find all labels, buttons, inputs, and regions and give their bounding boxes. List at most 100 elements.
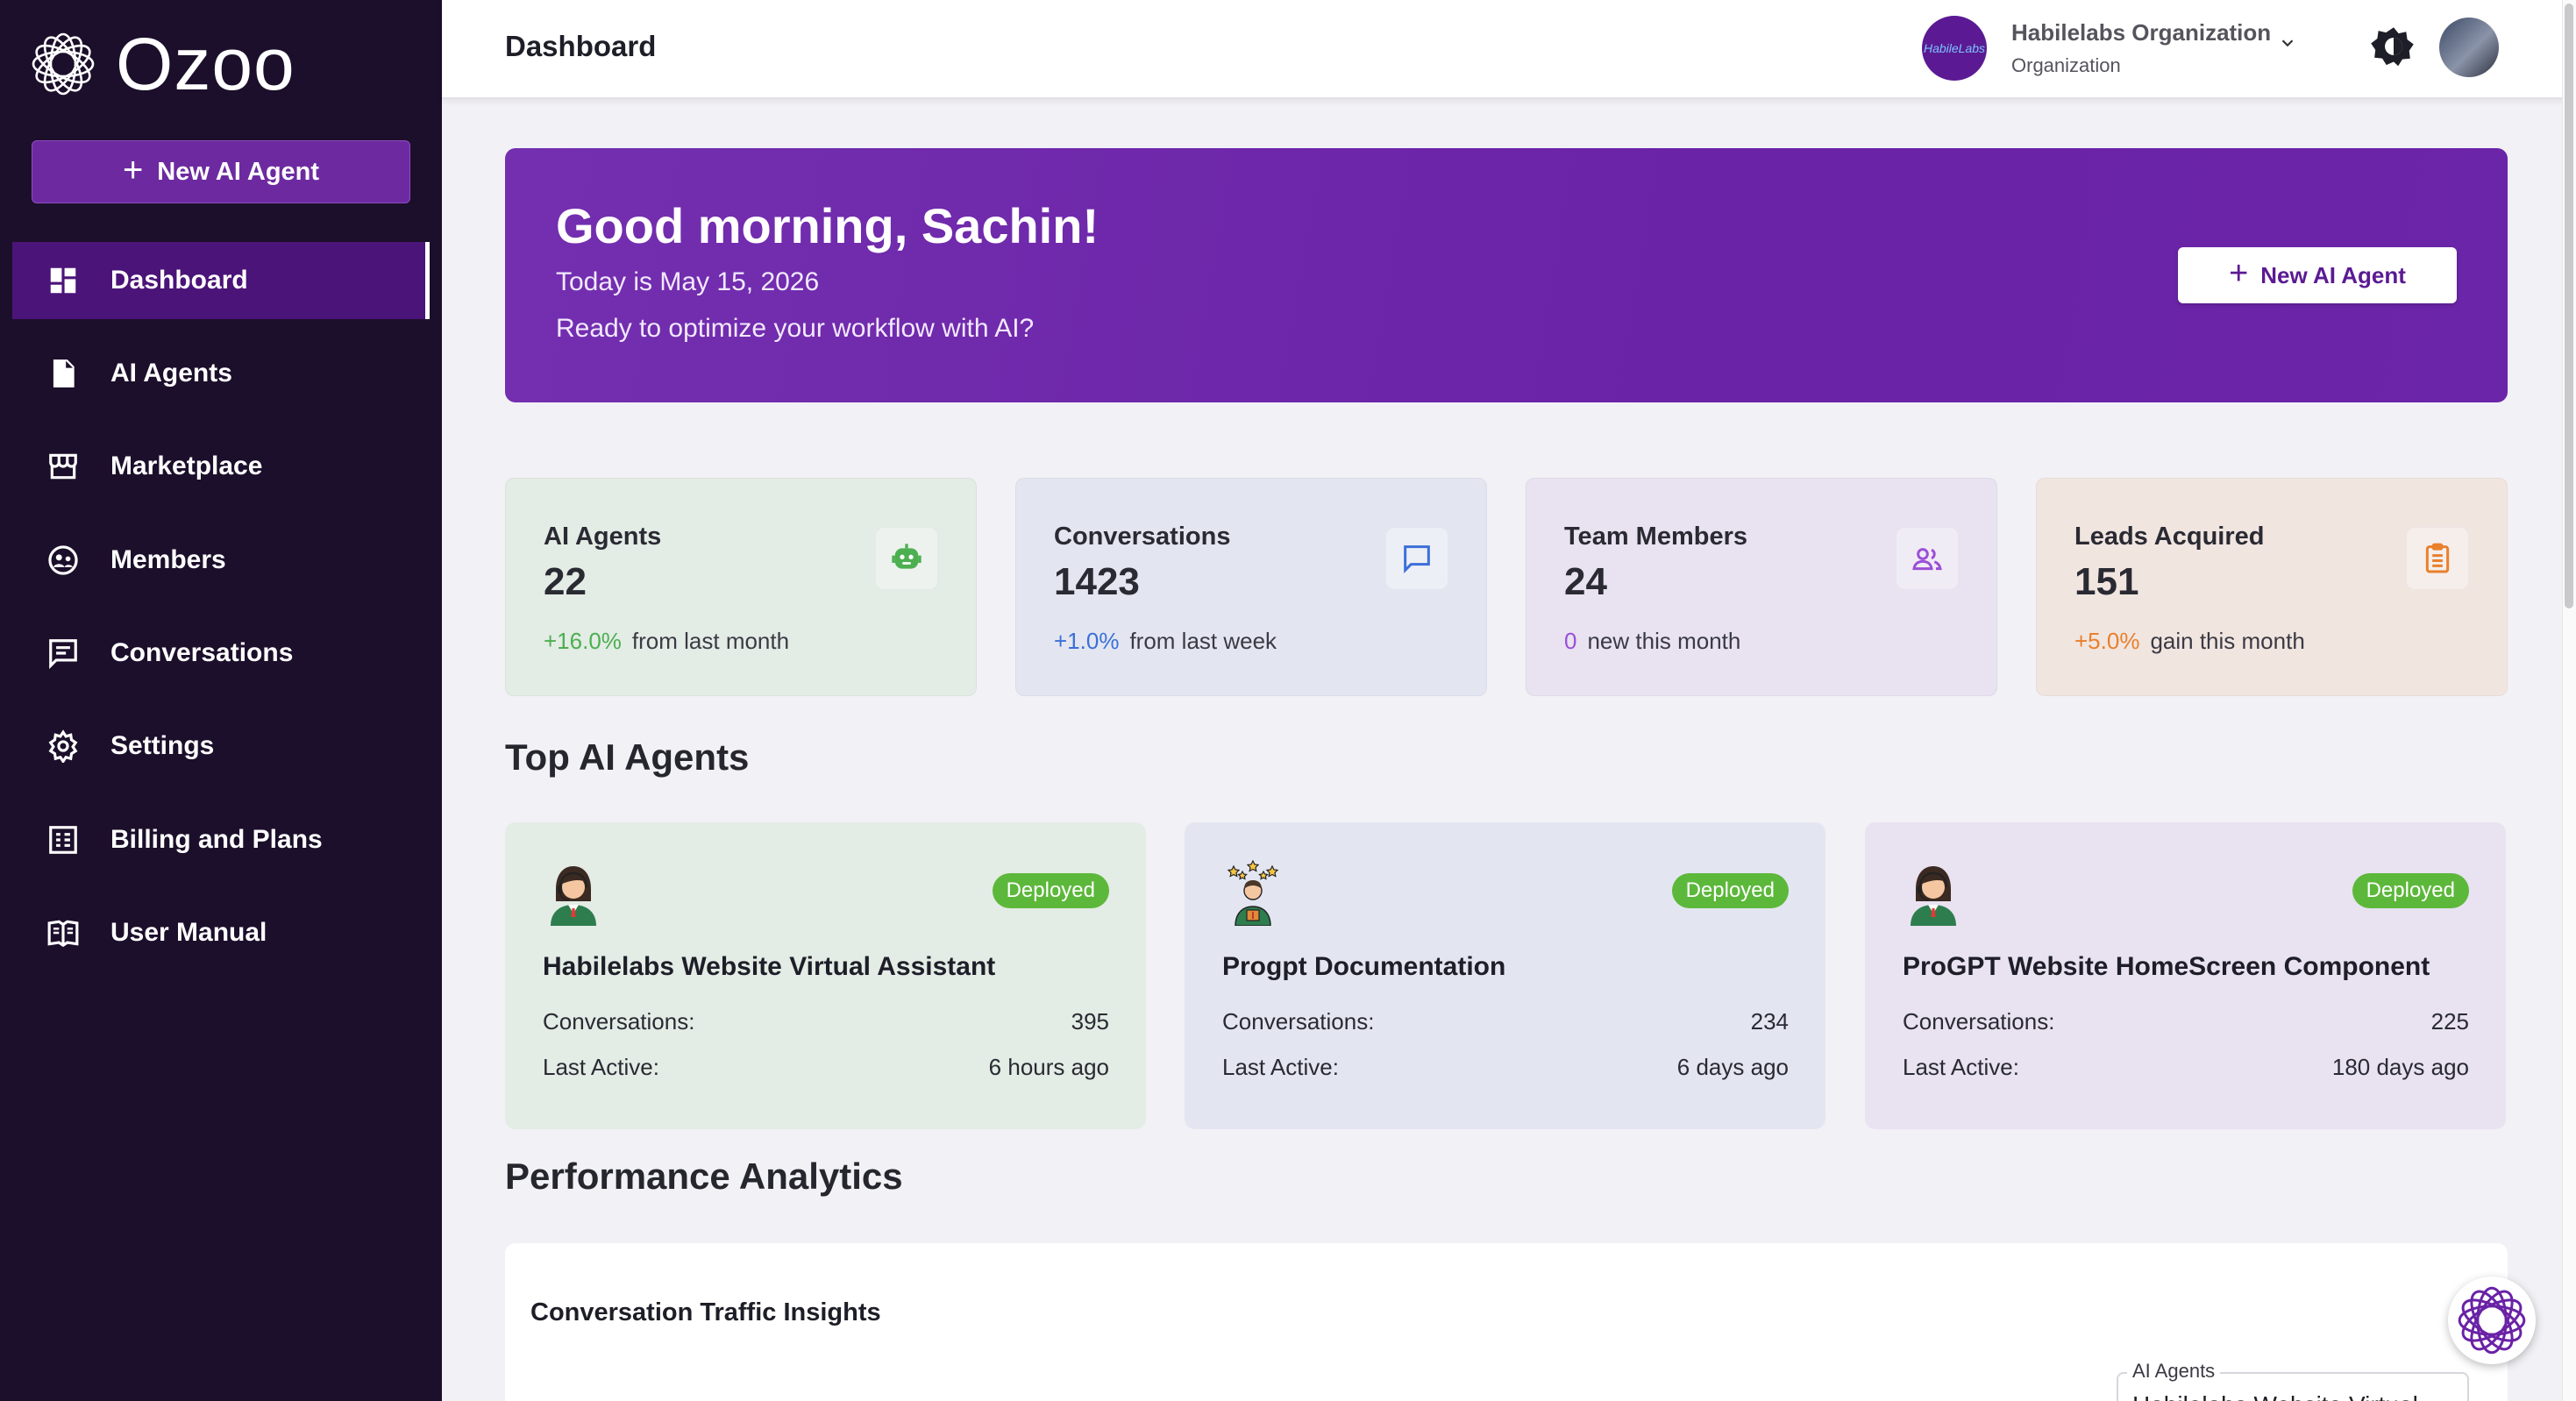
agent-card[interactable]: Deployed Progpt Documentation Conversati… [1185, 822, 1825, 1129]
billing-icon [46, 822, 81, 857]
agent-card[interactable]: Deployed Habilelabs Website Virtual Assi… [505, 822, 1146, 1129]
woman-headset-icon [551, 866, 596, 926]
sidebar-item-ai-agents[interactable]: AI Agents [12, 335, 430, 412]
user-avatar[interactable] [2439, 18, 2499, 77]
robot-icon [875, 527, 938, 590]
agent-name: Progpt Documentation [1222, 952, 1506, 981]
stat-card-conversations[interactable]: Conversations 1423 +1.0% from last week [1015, 478, 1487, 696]
stat-value: 151 [2074, 560, 2139, 603]
members-icon [46, 543, 81, 578]
sidebar-new-agent-label: New AI Agent [157, 157, 320, 186]
stat-note: new this month [1587, 628, 1741, 654]
agent-conversations-row: Conversations: 395 [543, 1008, 1109, 1035]
analytics-panel: Conversation Traffic Insights AI Agents … [505, 1243, 2508, 1401]
clipboard-icon [2406, 527, 2469, 590]
stat-change: +16.0% [544, 628, 622, 654]
stat-footer: +16.0% from last month [544, 628, 789, 655]
agent-select[interactable]: AI Agents Habilelabs Website Virtual Ass… [2117, 1360, 2469, 1401]
chart-title: Conversation Traffic Insights [530, 1298, 881, 1326]
store-icon [46, 449, 81, 484]
stat-card-ai-agents[interactable]: AI Agents 22 +16.0% from last month [505, 478, 977, 696]
stat-change: +1.0% [1054, 628, 1120, 654]
performance-heading: Performance Analytics [505, 1156, 903, 1197]
greeting: Good morning, Sachin! [556, 198, 1099, 253]
theme-toggle-icon[interactable] [2371, 25, 2416, 70]
sidebar-item-conversations[interactable]: Conversations [12, 615, 430, 692]
stat-label: AI Agents [544, 523, 662, 551]
app-logo[interactable]: Ozoo [28, 25, 295, 103]
stat-value: 22 [544, 560, 587, 603]
stat-note: gain this month [2150, 628, 2305, 654]
conversations-value: 395 [1071, 1008, 1109, 1035]
banner-subtitle: Ready to optimize your workflow with AI? [556, 314, 1035, 343]
page-title: Dashboard [505, 30, 657, 62]
last-active-value: 6 days ago [1676, 1054, 1789, 1080]
sidebar-item-label: Marketplace [110, 452, 263, 480]
sidebar-item-user-manual[interactable]: User Manual [12, 894, 430, 971]
chat-icon [46, 636, 81, 671]
agent-last-active-row: Last Active: 180 days ago [1903, 1054, 2469, 1081]
banner-new-agent-label: New AI Agent [2260, 261, 2406, 288]
ozoo-logo-icon [32, 32, 95, 96]
agent-conversations-row: Conversations: 225 [1903, 1008, 2469, 1035]
stat-change: 0 [1564, 628, 1577, 654]
top-header: Dashboard HabileLabs Habilelabs Organiza… [442, 0, 2576, 99]
chat-launcher-button[interactable] [2448, 1277, 2536, 1364]
stat-footer: +5.0% gain this month [2074, 628, 2305, 655]
stat-note: from last week [1129, 628, 1277, 654]
agent-select-label: AI Agents [2127, 1360, 2221, 1383]
sidebar-item-members[interactable]: Members [12, 522, 430, 599]
plus-icon: + [122, 151, 144, 189]
chat-icon [1385, 527, 1448, 590]
stat-label: Conversations [1054, 523, 1231, 551]
org-avatar[interactable]: HabileLabs [1922, 16, 1987, 81]
stat-label: Leads Acquired [2074, 523, 2265, 551]
sidebar-item-label: Dashboard [110, 266, 248, 295]
banner-new-agent-button[interactable]: + New AI Agent [2178, 247, 2457, 303]
last-active-label: Last Active: [1903, 1054, 2019, 1080]
gear-icon [46, 729, 81, 764]
stat-change: +5.0% [2074, 628, 2140, 654]
stat-value: 1423 [1054, 560, 1140, 603]
org-avatar-text: HabileLabs [1923, 41, 1986, 55]
agent-name: Habilelabs Website Virtual Assistant [543, 952, 996, 981]
stat-label: Team Members [1564, 523, 1747, 551]
org-name[interactable]: Habilelabs Organization [2011, 19, 2272, 46]
sidebar-item-label: User Manual [110, 918, 267, 947]
stat-card-team-members[interactable]: Team Members 24 0 new this month [1526, 478, 1997, 696]
stat-value: 24 [1564, 560, 1607, 603]
sidebar-item-label: AI Agents [110, 359, 232, 388]
agent-conversations-row: Conversations: 234 [1222, 1008, 1789, 1035]
top-agents-heading: Top AI Agents [505, 736, 750, 778]
ozoo-logo-icon [2458, 1286, 2526, 1355]
stat-card-leads-acquired[interactable]: Leads Acquired 151 +5.0% gain this month [2036, 478, 2508, 696]
last-active-label: Last Active: [1222, 1054, 1339, 1080]
conversations-value: 225 [2430, 1008, 2469, 1035]
status-badge: Deployed [1671, 873, 1789, 908]
woman-headset-icon [1911, 866, 1956, 926]
sidebar-item-marketplace[interactable]: Marketplace [12, 428, 430, 505]
sidebar-item-billing[interactable]: Billing and Plans [12, 801, 430, 878]
status-badge: Deployed [992, 873, 1109, 908]
sidebar-item-label: Billing and Plans [110, 825, 323, 854]
last-active-value: 6 hours ago [988, 1054, 1109, 1080]
sidebar-item-settings[interactable]: Settings [12, 708, 430, 785]
agent-card[interactable]: Deployed ProGPT Website HomeScreen Compo… [1865, 822, 2506, 1129]
sidebar: Ozoo + New AI Agent Dashboard AI Agents … [0, 0, 442, 1401]
welcome-banner: Good morning, Sachin! Today is May 15, 2… [505, 148, 2508, 402]
agent-last-active-row: Last Active: 6 days ago [1222, 1054, 1789, 1081]
last-active-label: Last Active: [543, 1054, 659, 1080]
sidebar-new-agent-button[interactable]: + New AI Agent [32, 140, 410, 203]
chevron-down-icon[interactable] [2278, 33, 2297, 53]
dashboard-icon [46, 263, 81, 298]
sidebar-item-label: Conversations [110, 638, 294, 667]
last-active-value: 180 days ago [2331, 1054, 2469, 1080]
org-role: Organization [2011, 54, 2121, 76]
status-badge: Deployed [2352, 873, 2469, 908]
page-scrollbar-thumb[interactable] [2565, 4, 2573, 608]
sidebar-item-dashboard[interactable]: Dashboard [12, 242, 430, 319]
conversations-label: Conversations: [1222, 1008, 1375, 1035]
stat-note: from last month [631, 628, 790, 654]
stat-footer: 0 new this month [1564, 628, 1740, 655]
agent-last-active-row: Last Active: 6 hours ago [543, 1054, 1109, 1081]
